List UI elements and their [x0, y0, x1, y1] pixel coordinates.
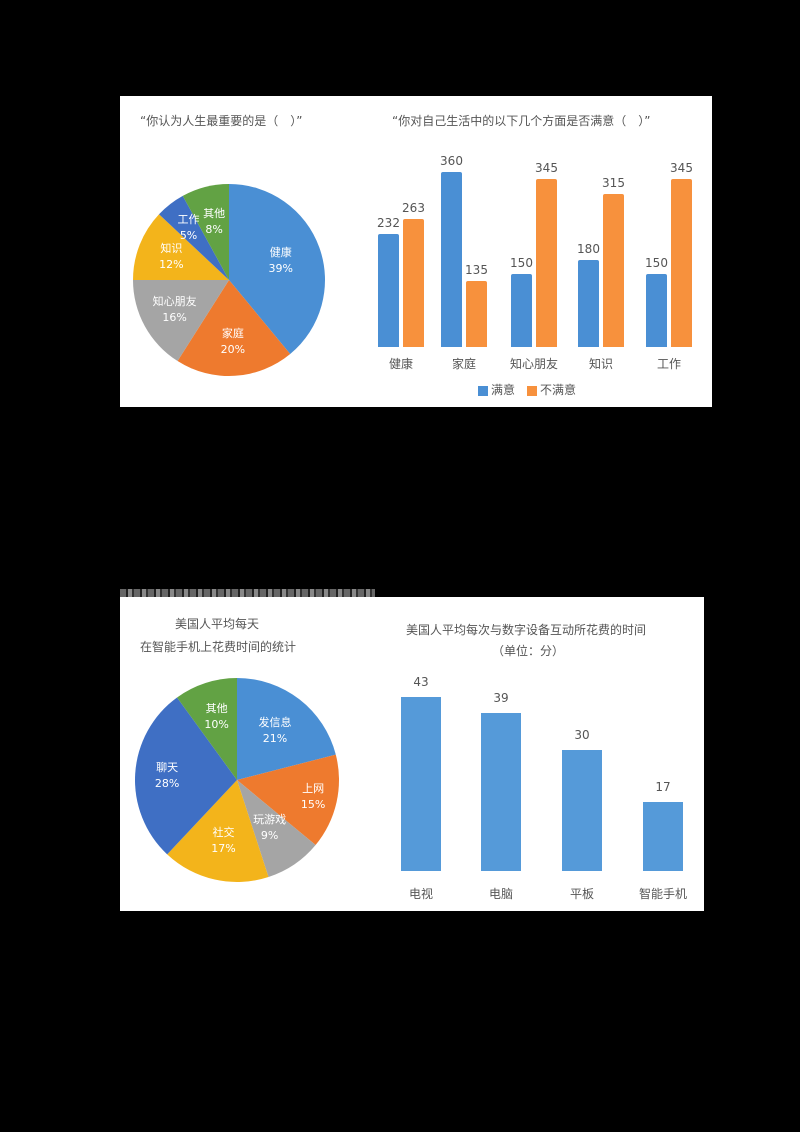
pie-slice-label: 工作 5% — [177, 212, 200, 242]
bar-value-label: 39 — [493, 691, 509, 706]
bar — [536, 179, 557, 347]
pie-slice — [177, 678, 237, 780]
bar — [378, 234, 399, 347]
category-label: 家庭 — [451, 357, 477, 371]
bar-value-label: 30 — [574, 727, 590, 742]
pie-slice-label: 其他 8% — [203, 206, 226, 236]
bar-value-label: 360 — [440, 154, 463, 168]
bar — [481, 713, 521, 871]
category-label: 健康 — [388, 357, 414, 371]
category-label: 知识 — [588, 357, 614, 371]
legend-swatch-orange — [527, 385, 538, 396]
pie-title-smartphone-line1: 美国人平均每天 — [175, 617, 260, 631]
bar-value-label: 232 — [377, 216, 400, 231]
bar — [511, 274, 532, 347]
pie-title-life-priority: “你认为人生最重要的是（ ）” — [140, 114, 303, 128]
bar — [643, 802, 683, 871]
category-label: 工作 — [656, 357, 682, 371]
pie-slice — [135, 697, 237, 855]
category-label: 平板 — [569, 887, 595, 901]
bar-value-label: 135 — [465, 263, 488, 278]
category-label: 智能手机 — [638, 887, 688, 901]
pie-slice-label: 健康 39% — [268, 246, 293, 276]
pie-slice — [159, 195, 229, 280]
pie-slice — [237, 754, 339, 846]
pie-slice-label: 聊天 28% — [154, 760, 180, 790]
bar — [401, 697, 441, 871]
bar-subtitle-unit: （单位：分） — [492, 644, 565, 658]
pie-slice — [237, 780, 316, 878]
pie-slice-label: 上网 15% — [300, 782, 326, 811]
bar — [441, 172, 462, 347]
bar — [466, 281, 487, 347]
bar — [403, 219, 424, 347]
pie-slice — [182, 184, 229, 280]
bar — [562, 749, 602, 871]
pie-slice-label: 社交 17% — [211, 825, 236, 855]
bar-value-label: 150 — [510, 256, 533, 271]
bar-value-label: 345 — [670, 161, 693, 176]
pie-slice-label: 发信息 21% — [258, 716, 292, 745]
pie-title-smartphone-line2: 在智能手机上花费时间的统计 — [140, 640, 297, 654]
pie-slice — [133, 214, 229, 280]
category-label: 电脑 — [488, 887, 514, 901]
bar — [578, 259, 599, 347]
legend-item-unsatisfied: 不满意 — [527, 381, 576, 398]
category-label: 知心朋友 — [509, 357, 559, 371]
bar-value-label: 150 — [645, 256, 668, 271]
legend-item-satisfied: 满意 — [478, 381, 515, 398]
life-priority-pie-chart — [133, 184, 325, 376]
pie-slice — [167, 780, 269, 882]
pie-slice — [237, 678, 336, 780]
pie-slice — [133, 280, 229, 362]
bar-title-device-time: 美国人平均每次与数字设备互动所花费的时间 — [406, 623, 647, 637]
category-label: 电视 — [408, 887, 434, 901]
pie-slice-label: 知识 12% — [159, 242, 184, 272]
pie-slice-label: 家庭 20% — [220, 326, 246, 356]
bar — [646, 274, 667, 347]
satisfaction-legend: 满意 不满意 — [478, 381, 576, 398]
bar-value-label: 263 — [402, 201, 425, 216]
pie-slice-label: 知心朋友 16% — [152, 294, 197, 324]
bar-value-label: 315 — [602, 175, 625, 190]
smartphone-time-pie-chart — [135, 678, 339, 882]
legend-swatch-blue — [478, 385, 488, 396]
pie-slice-label: 其他 10% — [204, 702, 229, 732]
garbled-caption-strip — [120, 589, 375, 597]
smartphone-panel: 美国人平均每天 在智能手机上花费时间的统计 发信息 21% 上网 15% 玩游戏 9% 社交… — [120, 597, 704, 911]
bar-value-label: 17 — [655, 780, 671, 795]
bar — [603, 193, 624, 347]
bar-value-label: 345 — [535, 161, 558, 176]
bar-value-label: 43 — [413, 675, 429, 689]
bar — [671, 179, 692, 347]
bar-title-satisfaction: “你对自己生活中的以下几个方面是否满意（ ）” — [392, 114, 651, 128]
pie-slice — [229, 184, 325, 354]
pie-slice-label: 玩游戏 9% — [253, 812, 287, 842]
bar-value-label: 180 — [577, 241, 600, 256]
survey-panel: “你认为人生最重要的是（ ）” 健康 39% 家庭 20% 知心朋友 16% 知识 12% 工作… — [120, 96, 712, 407]
pie-slice — [177, 280, 291, 376]
